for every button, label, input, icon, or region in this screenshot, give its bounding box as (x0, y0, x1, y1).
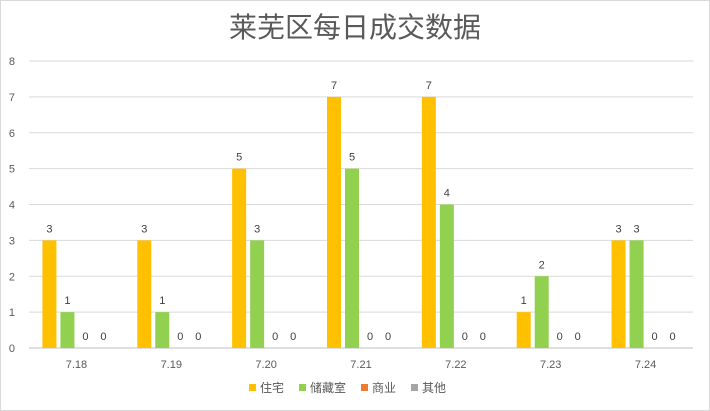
y-tick-label: 6 (9, 128, 15, 140)
bar-住宅-7.22 (421, 96, 436, 348)
data-label: 0 (557, 331, 563, 343)
legend-label: 商业 (372, 380, 396, 395)
data-label: 1 (521, 295, 527, 307)
data-label: 0 (272, 331, 278, 343)
data-label: 0 (652, 331, 658, 343)
data-label: 3 (46, 223, 52, 235)
legend-swatch (411, 384, 418, 391)
data-label: 4 (444, 188, 450, 200)
legend-swatch (299, 384, 306, 391)
bar-住宅-7.23 (516, 312, 531, 348)
data-label: 0 (385, 331, 391, 343)
bar-住宅-7.18 (42, 240, 57, 348)
y-tick-label: 1 (9, 307, 15, 319)
data-label: 3 (634, 223, 640, 235)
x-tick-label: 7.19 (161, 359, 182, 371)
legend-label: 储藏室 (310, 380, 346, 395)
legend-swatch (249, 384, 256, 391)
legend-swatch (361, 384, 368, 391)
bar-住宅-7.21 (327, 96, 341, 348)
data-label: 1 (64, 295, 70, 307)
data-label: 0 (290, 331, 296, 343)
y-tick-label: 3 (9, 235, 15, 247)
bar-储藏室-7.18 (60, 312, 75, 348)
y-tick-label: 0 (9, 343, 15, 355)
data-label: 0 (82, 331, 88, 343)
data-label: 0 (195, 331, 201, 343)
data-label: 0 (575, 331, 581, 343)
data-label: 3 (141, 223, 147, 235)
data-label: 5 (236, 152, 242, 164)
bar-储藏室-7.22 (439, 204, 454, 348)
x-tick-label: 7.24 (635, 359, 656, 371)
x-tick-label: 7.21 (350, 359, 371, 371)
y-tick-label: 7 (9, 92, 15, 104)
bar-储藏室-7.21 (345, 168, 359, 348)
bar-储藏室-7.19 (155, 312, 170, 348)
data-label: 7 (426, 80, 432, 92)
bar-储藏室-7.20 (250, 240, 265, 348)
data-label: 0 (177, 331, 183, 343)
legend-label: 其他 (422, 381, 446, 395)
gridlines (29, 60, 693, 349)
x-axis-ticks: 7.18 7.19 7.20 7.21 7.22 7.23 7.24 (66, 359, 657, 371)
data-label: 3 (616, 223, 622, 235)
bar-住宅-7.19 (137, 240, 152, 348)
x-tick-label: 7.18 (66, 359, 87, 371)
y-tick-label: 8 (9, 56, 15, 68)
data-label: 0 (367, 331, 373, 343)
data-label: 5 (349, 152, 355, 164)
legend: 住宅 储藏室 商业 其他 (249, 380, 446, 395)
x-tick-label: 7.22 (445, 359, 466, 371)
data-label: 7 (331, 80, 337, 92)
data-label: 0 (670, 331, 676, 343)
y-tick-label: 5 (9, 164, 15, 176)
data-label: 2 (539, 259, 545, 271)
bar-住宅-7.20 (232, 168, 247, 348)
bar-储藏室-7.23 (534, 276, 549, 348)
y-tick-label: 4 (9, 200, 15, 212)
bars (42, 96, 644, 348)
x-tick-label: 7.20 (255, 359, 276, 371)
data-label: 1 (159, 295, 165, 307)
x-tick-label: 7.23 (540, 359, 561, 371)
bar-住宅-7.24 (611, 240, 626, 348)
data-label: 3 (254, 223, 260, 235)
chart-title: 莱芜区每日成交数据 (229, 11, 481, 44)
bar-储藏室-7.24 (629, 240, 644, 348)
data-label: 0 (100, 331, 106, 343)
data-label: 0 (462, 331, 468, 343)
y-axis-ticks: 0 1 2 3 4 5 6 7 8 (9, 56, 15, 355)
legend-label: 住宅 (260, 380, 284, 395)
data-label: 0 (480, 331, 486, 343)
y-tick-label: 2 (9, 271, 15, 283)
